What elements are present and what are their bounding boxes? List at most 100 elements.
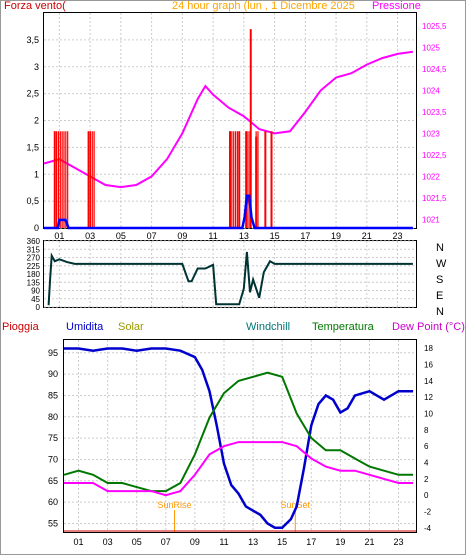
wind-x-tick-label: 19: [331, 231, 341, 241]
direction-y-tick-label: 225: [27, 262, 41, 271]
wind-y-tick-label: 2: [34, 116, 39, 126]
pressure-y-tick-label: 1023: [422, 129, 440, 138]
wind-y-tick-labels: 0 0,5 1 1,5 2 2,5 3 3,5: [26, 35, 39, 233]
direction-y-tick-label: 135: [27, 278, 41, 287]
legend-pioggia: Pioggia: [2, 321, 40, 333]
humidity-y-tick-label: 65: [48, 476, 58, 486]
wind-y-tick-label: 0,5: [26, 196, 39, 206]
pressure-y-tick-label: 1024,5: [422, 65, 447, 74]
pressure-y-tick-label: 1022,5: [422, 151, 447, 160]
pressure-axis-label: Pressione: [372, 0, 421, 12]
temp-x-tick-label: 23: [394, 537, 404, 547]
humidity-y-tick-label: 90: [48, 369, 58, 379]
direction-y-tick-label: 180: [27, 270, 41, 279]
temp-x-tick-label: 19: [335, 537, 345, 547]
direction-y-tick-label: 315: [27, 245, 41, 254]
pressure-y-tick-label: 1025: [422, 43, 440, 52]
direction-y-tick-label: 0: [36, 303, 41, 312]
compass-label: N: [436, 306, 444, 318]
temp-x-tick-label: 03: [103, 537, 113, 547]
temperature-y-tick-label: 16: [424, 361, 433, 370]
wind-x-tick-label: 03: [85, 231, 95, 241]
pressure-y-tick-labels: 1021 1021,5 1022 1022,5 1023 1023,5 1024 1024,5…: [422, 22, 447, 224]
temperature-y-tick-label: 10: [424, 410, 433, 419]
wind-x-tick-label: 01: [54, 231, 64, 241]
temp-x-tick-label: 07: [161, 537, 171, 547]
wind-y-tick-label: 2,5: [26, 89, 39, 99]
temp-x-tick-label: 05: [132, 537, 142, 547]
humidity-y-tick-label: 75: [48, 433, 58, 443]
temp-x-tick-label: 13: [248, 537, 258, 547]
pressure-y-tick-label: 1022: [422, 172, 440, 181]
compass-label: S: [436, 274, 443, 286]
wind-x-tick-label: 07: [147, 231, 157, 241]
wind-y-tick-label: 3,5: [26, 35, 39, 45]
pressure-y-tick-label: 1025,5: [422, 22, 447, 31]
temp-x-tick-label: 21: [364, 537, 374, 547]
temp-x-tick-label: 01: [74, 537, 84, 547]
dewpoint-line: [64, 441, 414, 497]
temperature-y-tick-label: 14: [424, 377, 433, 386]
humidity-y-tick-label: 70: [48, 454, 58, 464]
pressure-y-tick-label: 1024: [422, 86, 440, 95]
temperature-y-tick-label: 18: [424, 344, 433, 353]
wind-x-tick-label: 21: [362, 231, 372, 241]
wind-x-tick-label: 09: [177, 231, 187, 241]
chart-title: 24 hour graph (lun , 1 Dicembre 2025: [172, 0, 355, 12]
temperature-y-tick-label: 12: [424, 393, 433, 402]
direction-gridlines: [44, 240, 416, 308]
legend-solar: Solar: [118, 321, 144, 333]
temperature-y-tick-label: -4: [424, 524, 432, 533]
temperature-y-tick-label: 4: [424, 459, 429, 468]
pressure-line: [43, 50, 414, 189]
direction-y-tick-label: 360: [27, 237, 41, 246]
temp-x-tick-label: 15: [277, 537, 287, 547]
temperature-y-tick-label: -2: [424, 508, 432, 517]
temp-plot-area: [63, 339, 417, 533]
direction-series: [47, 251, 413, 306]
humidity-y-tick-label: 60: [48, 497, 58, 507]
wind-x-tick-label: 15: [270, 231, 280, 241]
wind-x-tick-label: 05: [116, 231, 126, 241]
temperature-y-tick-label: 6: [424, 442, 429, 451]
wind-y-tick-label: 1,5: [26, 142, 39, 152]
temp-series: [63, 347, 416, 532]
legend-temperatura: Temperatura: [312, 321, 375, 333]
humidity-y-tick-label: 55: [48, 518, 58, 528]
wind-axis-label: Forza vento(: [4, 0, 66, 12]
temperature-y-tick-label: 8: [424, 426, 429, 435]
humidity-y-tick-label: 85: [48, 390, 58, 400]
temperature-y-tick-labels: -4 -2 0 2 4 6 8 10 12 14 16 18: [424, 344, 433, 533]
pressure-y-tick-label: 1023,5: [422, 108, 447, 117]
pressure-y-tick-label: 1021,5: [422, 194, 447, 203]
compass-label: E: [436, 290, 443, 302]
legend-umidita: Umidita: [66, 321, 104, 333]
wind-x-tick-label: 23: [393, 231, 403, 241]
humidity-y-tick-label: 95: [48, 348, 58, 358]
temperature-line: [63, 371, 414, 493]
legend-dewpoint: Dew Point (°C): [392, 321, 465, 333]
humidity-y-tick-labels: 55 60 65 70 75 80 85 90 95: [48, 348, 58, 529]
temperature-y-tick-label: 0: [424, 491, 429, 500]
sunset-label: SunSet: [281, 500, 311, 510]
wind-direction-line: [47, 251, 413, 306]
pressure-y-tick-label: 1021: [422, 215, 440, 224]
wind-y-tick-label: 1: [34, 169, 39, 179]
wind-x-tick-label: 13: [239, 231, 249, 241]
wind-series: [43, 29, 414, 230]
wind-x-tick-label: 11: [208, 231, 217, 241]
direction-y-tick-label: 270: [27, 254, 41, 263]
sun-markers: [174, 510, 296, 532]
wind-x-tick-label: 17: [300, 231, 310, 241]
compass-label: W: [436, 258, 447, 270]
legend-windchill: Windchill: [246, 321, 290, 333]
wind_avg-line: [44, 194, 413, 230]
temperature-y-tick-label: 2: [424, 475, 429, 484]
wind-y-tick-label: 0: [34, 223, 39, 233]
temp-x-tick-label: 09: [190, 537, 200, 547]
wind-y-tick-label: 3: [34, 62, 39, 72]
